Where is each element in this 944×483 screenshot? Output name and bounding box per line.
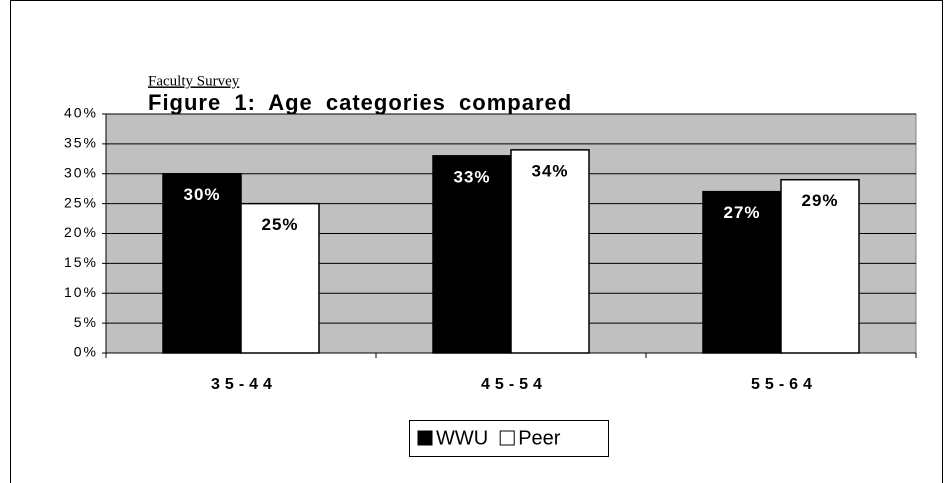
data-label: 27%	[723, 203, 760, 222]
x-tick-label: 45-54	[481, 376, 547, 393]
y-tick-label: 10%	[64, 284, 98, 300]
y-tick-label: 0%	[74, 344, 98, 360]
y-tick-label: 35%	[64, 135, 98, 151]
data-label: 34%	[531, 161, 568, 180]
x-tick-label: 55-64	[751, 376, 817, 393]
legend-label: WWU	[436, 427, 488, 449]
bar	[702, 190, 782, 354]
y-tick-label: 15%	[64, 254, 98, 270]
data-label: 30%	[183, 185, 220, 204]
bar	[432, 155, 512, 354]
y-tick-label: 5%	[74, 314, 98, 330]
y-tick-label: 30%	[64, 164, 98, 180]
data-label: 29%	[801, 191, 838, 210]
chart-title: Figure 1: Age categories compared	[148, 90, 572, 115]
x-tick-label: 35-44	[211, 376, 277, 393]
legend-label: Peer	[518, 427, 561, 449]
bar	[780, 178, 860, 354]
data-label: 25%	[261, 215, 298, 234]
legend-swatch	[417, 430, 433, 446]
data-label: 33%	[453, 167, 490, 186]
legend-swatch	[499, 430, 515, 446]
y-tick-label: 20%	[64, 224, 98, 240]
y-tick-label: 25%	[64, 194, 98, 210]
bar	[510, 149, 590, 354]
y-tick-label: 40%	[64, 105, 98, 121]
bar	[162, 173, 242, 354]
chart-subtitle: Faculty Survey	[148, 73, 240, 89]
bar	[240, 202, 320, 354]
